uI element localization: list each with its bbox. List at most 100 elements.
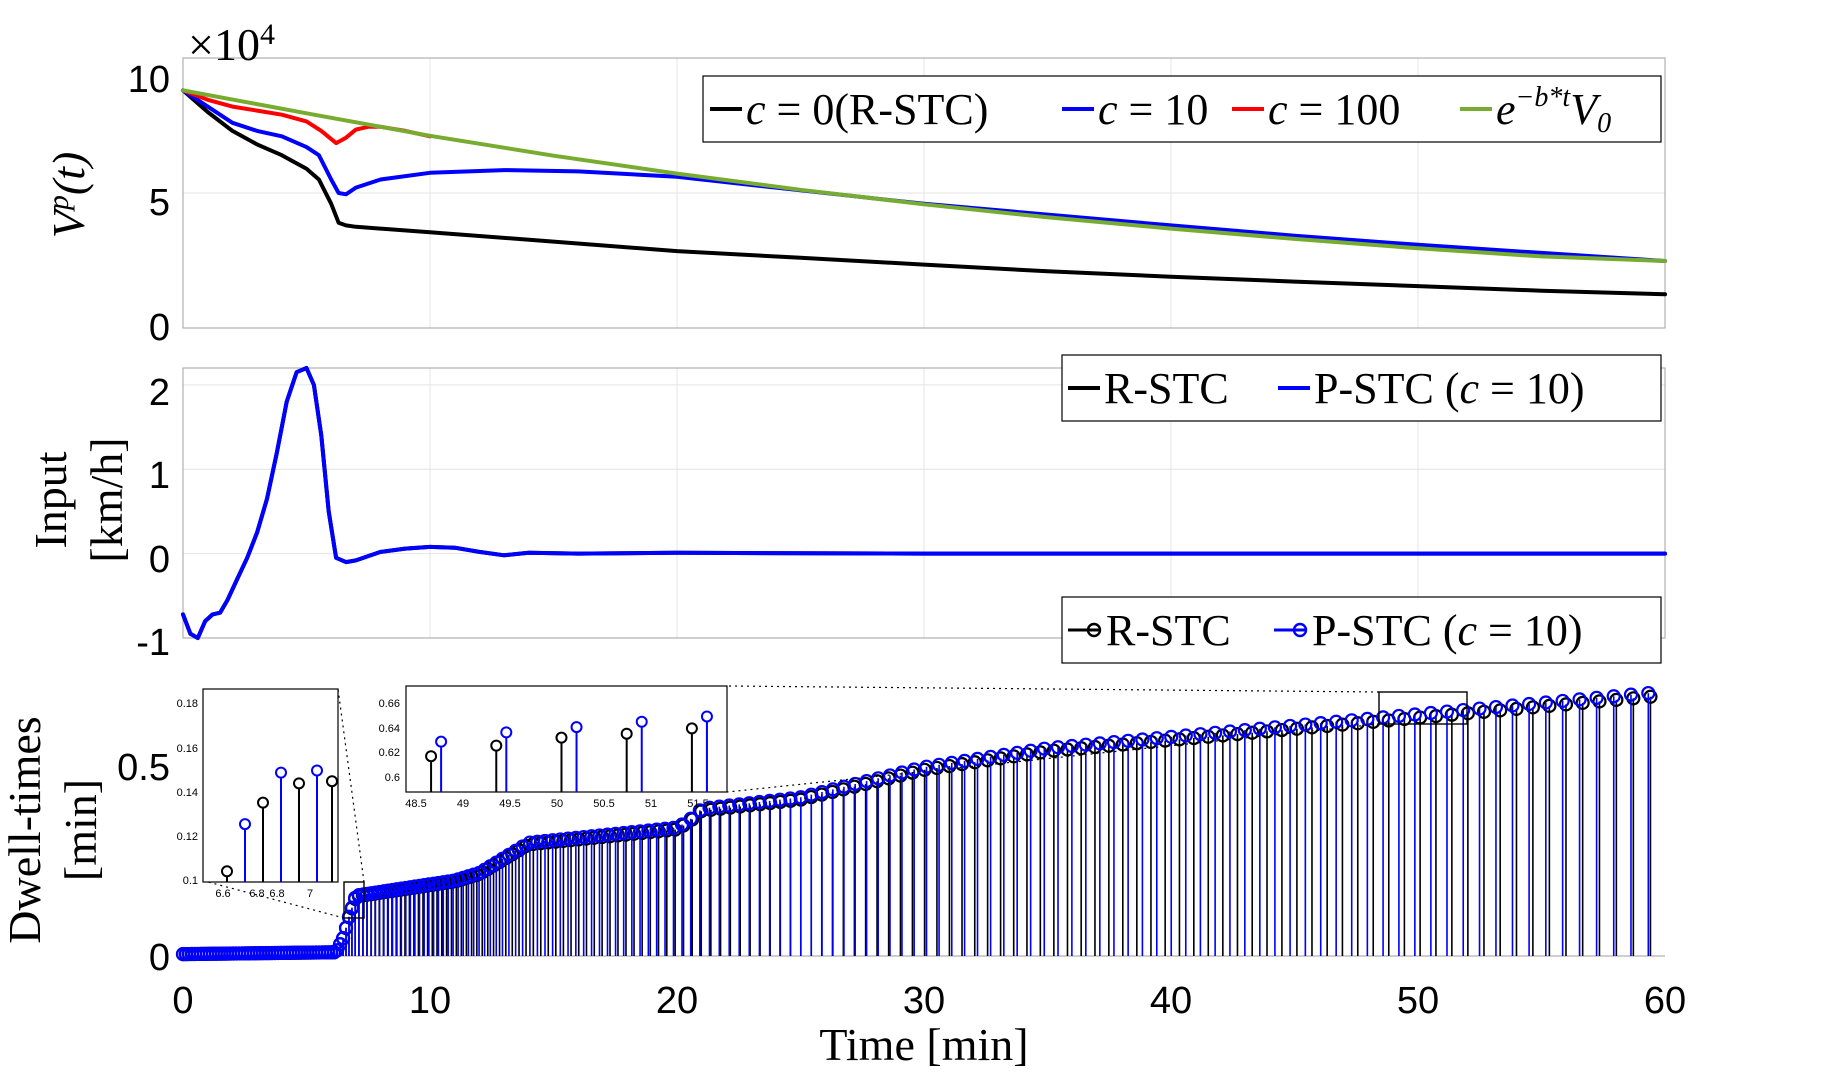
middle-series [181,366,1667,640]
stem-marker [436,875,451,890]
series-line-1 [181,88,1667,263]
stem-marker [1267,720,1283,735]
stem-marker [1572,692,1587,707]
mid-ytick-neg1: -1 [136,622,170,664]
stem-marker [624,825,639,840]
stem-marker [568,830,583,845]
inset2-ytick-064: 0.64 [379,723,400,735]
inset2-ytick-066: 0.66 [379,698,400,710]
stem-marker [1313,716,1328,731]
stem-marker [1423,705,1438,721]
stem-marker [1023,743,1038,758]
stem-marker [537,833,553,849]
inset-stem-marker [435,735,448,748]
stem-marker [1555,693,1570,709]
top-ytick-5: 5 [149,182,170,224]
xtick-10: 10 [409,980,451,1022]
bot-ytick-05: 0.5 [117,747,170,789]
inset-stem-marker [490,739,503,752]
inset1-ytick-012: 0.12 [177,831,198,843]
bot-ylabel-line1: Dwell-times [0,716,50,943]
stem-marker [1329,714,1344,729]
inset-stem-marker [326,775,338,788]
stem-marker [1274,722,1290,738]
stem-marker [762,793,777,808]
xtick-30: 30 [903,980,945,1022]
inset-stem-marker [311,764,323,777]
middle-axes-box [182,367,1666,639]
zoom-connector-3 [726,685,1380,693]
stem-marker [1289,721,1305,736]
bottom-legend-rstc: R-STC [1106,606,1231,655]
inset2-xtick-6: 51 [645,798,657,810]
stem-marker [584,829,599,844]
inset2-xtick-3: 49.5 [499,798,520,810]
stem-marker [1391,708,1407,724]
stem-marker [545,833,560,848]
bottom-panel: 0 0.5 Dwell-times [min] R-STC P-STC (c =… [0,596,1665,979]
xtick-0: 0 [172,980,193,1022]
stem-marker [712,799,727,814]
stem-marker [1407,707,1422,722]
stem-marker [983,749,998,765]
inset-stem-marker [570,721,583,734]
stem-marker [657,821,673,836]
stem-marker [666,820,681,836]
inset-stem-marker [221,865,233,878]
stem-marker [1010,745,1025,760]
stem-marker [515,839,530,854]
stem-marker [1245,725,1260,740]
inset-late: 0.66 0.64 0.62 0.6 48.5 49 49.5 50 50.5 … [379,685,728,810]
stem-marker [616,825,631,841]
stem-marker [970,751,985,767]
top-legend-box [702,75,1662,143]
top-legend: c = 0(R-STC) c = 10 c = 100 e−b*tV0 [702,75,1662,143]
stem-marker [772,792,788,807]
stem-marker [1222,724,1238,739]
stem-marker [957,753,972,768]
bottom-legend-box [1061,596,1662,664]
inset-stem-marker [620,727,633,740]
stem-marker [1121,733,1136,748]
inset-stem-marker [635,715,648,728]
stem-marker [632,824,648,839]
mid-ytick-2: 2 [149,372,170,414]
inset-stem-marker [275,766,287,779]
inset-early: 0.18 0.16 0.14 0.12 0.1 6.6 6.8 6.8 7 [177,688,339,900]
inset1-xtick-2: 6.8 [249,888,264,900]
series-line-3 [181,88,1667,263]
stem-marker [1558,697,1574,712]
stem-marker [441,874,456,889]
series-line-0 [181,88,1667,297]
stem-marker [431,875,446,891]
stem-marker [1046,743,1061,758]
stem-marker [1344,713,1359,728]
stem-marker [592,828,607,843]
inset2-ytick-060: 0.6 [385,772,400,784]
xtick-20: 20 [656,980,698,1022]
middle-legend-rstc: R-STC [1104,364,1229,413]
stem-marker [1456,702,1471,718]
bot-ytick-0: 0 [149,937,170,979]
stem-marker [980,753,995,768]
stem-marker [560,831,576,846]
mid-ytick-1: 1 [149,455,170,497]
inset2-xtick-5: 50.5 [593,798,614,810]
stem-marker [1106,735,1122,750]
stem-marker [702,800,717,815]
middle-panel: 2 1 0 -1 Input [km/h] R-STC P-STC (c = 1… [25,354,1667,664]
inset-stem-marker [700,710,713,723]
inset1-ytick-010: 0.1 [183,875,198,887]
mid-ylabel-line1: Input [25,451,76,548]
stem-marker [1064,738,1079,754]
stem-marker [993,751,1008,766]
x-axis-label: Time [min] [819,1019,1028,1070]
stem-marker [1538,695,1553,710]
stem-marker [508,843,523,858]
xtick-40: 40 [1150,980,1192,1022]
stem-marker [641,823,656,838]
stem-marker [1575,695,1590,710]
stem-marker [1215,728,1230,743]
stem-marker [742,796,757,811]
